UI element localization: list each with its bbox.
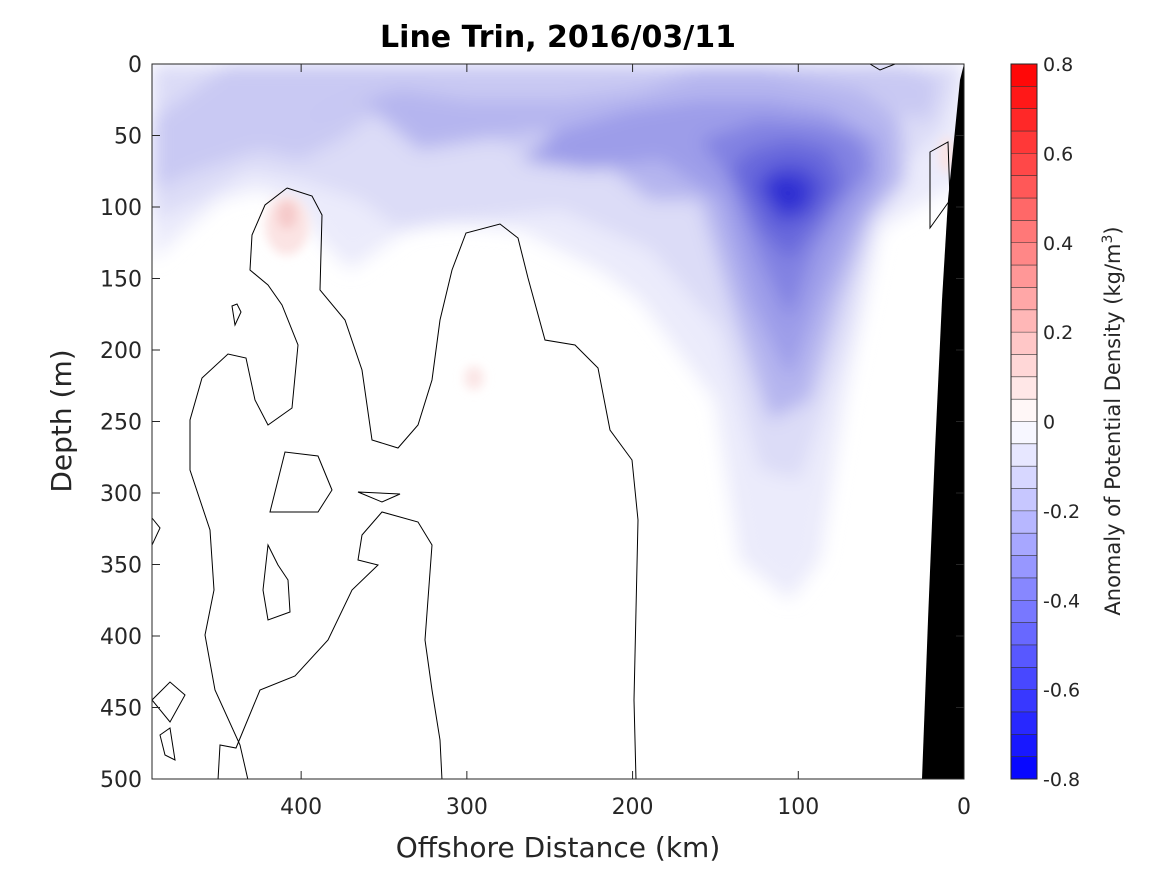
colorbar-bin <box>1011 466 1037 490</box>
seafloor-bathymetry <box>922 64 964 779</box>
colorbar-bin <box>1011 488 1037 512</box>
colorbar-bin <box>1011 376 1037 400</box>
colorbar-tick-label: 0.8 <box>1043 54 1073 76</box>
colorbar <box>1010 63 1038 780</box>
y-tick-label: 100 <box>100 196 142 221</box>
y-axis-label: Depth (m) <box>45 349 78 492</box>
colorbar-tick-label: 0 <box>1043 412 1055 434</box>
colorbar-bin <box>1011 64 1037 87</box>
colorbar-tick-label: 0.6 <box>1043 143 1073 165</box>
x-axis: 400 300 200 100 0 <box>280 64 971 820</box>
colorbar-bin <box>1011 555 1037 579</box>
colorbar-bin <box>1011 153 1037 177</box>
anomaly-field <box>152 64 964 779</box>
colorbar-bin <box>1011 220 1037 244</box>
colorbar-bin <box>1011 309 1037 333</box>
y-axis: 0 50 100 150 200 250 300 350 400 450 500 <box>100 53 964 793</box>
y-tick-label: 500 <box>100 768 142 793</box>
colorbar-bin <box>1011 242 1037 266</box>
y-tick-label: 150 <box>100 268 142 293</box>
colorbar-tick-label: -0.6 <box>1043 680 1080 702</box>
colorbar-tick-label: -0.8 <box>1043 769 1080 791</box>
colorbar-bin <box>1011 711 1037 735</box>
negative-anomaly-layers <box>152 64 964 600</box>
colorbar-bin <box>1011 622 1037 646</box>
y-tick-label: 200 <box>100 339 142 364</box>
y-tick-label: 350 <box>100 554 142 579</box>
colorbar-bin <box>1011 332 1037 355</box>
colorbar-bin <box>1011 667 1037 691</box>
x-axis-label: Offshore Distance (km) <box>396 831 721 864</box>
colorbar-bin <box>1011 734 1037 758</box>
colorbar-frame <box>1010 63 1038 780</box>
x-tick-label: 200 <box>612 795 654 820</box>
plot-area <box>151 63 965 780</box>
y-tick-label: 400 <box>100 625 142 650</box>
x-tick-label: 100 <box>777 795 819 820</box>
colorbar-bin <box>1011 399 1037 422</box>
colorbar-ticks: 0.8 0.6 0.4 0.2 0 -0.2 -0.4 -0.6 -0.8 <box>1043 54 1080 791</box>
colorbar-bin <box>1011 533 1037 557</box>
y-tick-label: 250 <box>100 411 142 436</box>
x-tick-label: 0 <box>957 795 971 820</box>
y-tick-label: 50 <box>114 125 142 150</box>
y-tick-label: 300 <box>100 482 142 507</box>
colorbar-bin <box>1011 198 1037 221</box>
x-tick-label: 300 <box>446 795 488 820</box>
colorbar-tick-label: -0.4 <box>1043 590 1080 612</box>
x-tick-label: 400 <box>280 795 322 820</box>
colorbar-bin <box>1011 443 1037 467</box>
colorbar-bin <box>1011 131 1037 154</box>
colorbar-bin <box>1011 265 1037 288</box>
colorbar-bin <box>1011 600 1037 624</box>
y-tick-label: 0 <box>128 53 142 78</box>
colorbar-bin <box>1011 577 1037 601</box>
colorbar-bin <box>1011 108 1037 132</box>
colorbar-bin <box>1011 175 1037 199</box>
colorbar-tick-label: 0.4 <box>1043 233 1073 255</box>
positive-anomaly-patches <box>265 137 955 390</box>
colorbar-bin <box>1011 354 1037 378</box>
colorbar-bin <box>1011 644 1037 668</box>
chart-title: Line Trin, 2016/03/11 <box>380 20 736 55</box>
colorbar-bin <box>1011 689 1037 713</box>
colorbar-bin <box>1011 421 1037 445</box>
y-tick-label: 450 <box>100 697 142 722</box>
zero-contours <box>152 64 951 779</box>
colorbar-bin <box>1011 756 1037 780</box>
colorbar-tick-label: 0.2 <box>1043 322 1073 344</box>
colorbar-bin <box>1011 287 1037 311</box>
colorbar-bin <box>1011 510 1037 534</box>
colorbar-bin <box>1011 86 1037 110</box>
colorbar-tick-label: -0.2 <box>1043 501 1080 523</box>
colorbar-label: Anomaly of Potential Density (kg/m3) <box>1100 226 1125 615</box>
